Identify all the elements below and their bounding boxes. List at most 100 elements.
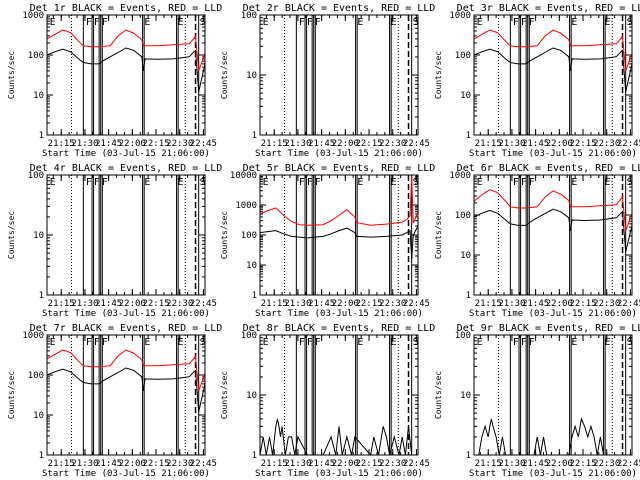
x-tick-label: 22:15 xyxy=(355,299,382,309)
plot-frame xyxy=(46,334,206,456)
x-tick-label: 22:45 xyxy=(617,459,640,469)
marker-label: F xyxy=(315,337,321,348)
y-tick-label: 1 xyxy=(466,291,471,301)
marker-label: E xyxy=(571,177,577,188)
marker-label: E xyxy=(357,17,363,28)
marker-label: E xyxy=(50,337,56,348)
events-series-line xyxy=(259,418,418,457)
x-tick-label: 22:00 xyxy=(119,139,146,149)
marker-label: E xyxy=(50,177,56,188)
events-series-line xyxy=(473,208,633,252)
panel-title: Det 5r BLACK = Events, RED = LLD xyxy=(243,163,436,174)
x-tick-label: 22:15 xyxy=(142,139,169,149)
y-tick-label: 1000 xyxy=(235,201,257,211)
x-tick-label: 22:45 xyxy=(190,139,217,149)
marker-label: E xyxy=(477,337,483,348)
events-series-line xyxy=(46,367,206,412)
x-tick-label: 22:30 xyxy=(379,299,406,309)
panel-title: Det 1r BLACK = Events, RED = LLD xyxy=(30,3,223,14)
x-tick-label: 22:45 xyxy=(403,299,430,309)
lld-series-line xyxy=(46,29,206,72)
x-axis-label: Start Time (03-Jul-15 21:06:00) xyxy=(42,149,210,159)
x-tick-label: 22:15 xyxy=(355,139,382,149)
marker-label: F xyxy=(307,17,313,28)
y-tick-label: 100 xyxy=(241,11,257,21)
marker-label: F xyxy=(94,17,100,28)
y-axis-label: Counts/sec xyxy=(220,211,229,259)
marker-label: S xyxy=(200,17,206,28)
x-tick-label: 21:45 xyxy=(95,139,122,149)
x-tick-label: 21:15 xyxy=(48,459,75,469)
x-tick-label: 22:30 xyxy=(593,459,620,469)
x-tick-label: 22:45 xyxy=(617,139,640,149)
x-tick-label: 22:45 xyxy=(403,139,430,149)
y-axis-label: Counts/sec xyxy=(7,51,16,99)
y-tick-label: 100 xyxy=(241,331,257,341)
lld-series-line xyxy=(473,29,633,72)
marker-label: S xyxy=(200,337,206,348)
x-tick-label: 22:00 xyxy=(546,459,573,469)
events-series-line xyxy=(46,47,206,92)
x-tick-label: 22:30 xyxy=(379,459,406,469)
y-tick-label: 10 xyxy=(33,91,44,101)
y-tick-label: 10 xyxy=(460,251,471,261)
marker-label: F xyxy=(529,337,535,348)
y-tick-label: 100 xyxy=(455,211,471,221)
marker-label: F xyxy=(94,177,100,188)
y-axis-label: Counts/sec xyxy=(7,371,16,419)
x-axis-label: Start Time (03-Jul-15 21:06:00) xyxy=(255,309,423,319)
x-tick-label: 21:30 xyxy=(71,459,98,469)
x-tick-label: 22:30 xyxy=(593,139,620,149)
x-tick-label: 22:15 xyxy=(142,299,169,309)
y-tick-label: 10000 xyxy=(230,171,257,181)
x-tick-label: 21:30 xyxy=(498,459,525,469)
marker-label: F xyxy=(86,177,92,188)
marker-label: E xyxy=(178,337,184,348)
marker-label: E xyxy=(605,177,611,188)
x-axis-label: Start Time (03-Jul-15 21:06:00) xyxy=(255,469,423,479)
x-tick-label: 21:15 xyxy=(48,139,75,149)
marker-label: E xyxy=(605,17,611,28)
events-series-line xyxy=(473,47,633,92)
x-tick-label: 21:30 xyxy=(498,139,525,149)
marker-label: F xyxy=(102,337,108,348)
marker-label: F xyxy=(94,337,100,348)
panel-title: Det 9r BLACK = Events, RED = LLD xyxy=(457,323,640,334)
marker-label: F xyxy=(102,17,108,28)
y-axis-label: Counts/sec xyxy=(434,371,443,419)
plot-frame xyxy=(473,174,633,296)
x-tick-label: 21:15 xyxy=(48,299,75,309)
plot-frame xyxy=(473,334,633,456)
marker-label: F xyxy=(521,177,527,188)
marker-label: S xyxy=(413,177,419,188)
x-tick-label: 21:45 xyxy=(308,299,335,309)
y-tick-label: 1 xyxy=(39,291,44,301)
detector-panel: Det 2r BLACK = Events, RED = LLD Counts/s… xyxy=(220,3,435,159)
marker-label: S xyxy=(627,177,633,188)
panel-title: Det 6r BLACK = Events, RED = LLD xyxy=(457,163,640,174)
x-tick-label: 21:45 xyxy=(308,459,335,469)
marker-label: E xyxy=(391,177,397,188)
y-axis-label: Counts/sec xyxy=(434,211,443,259)
marker-label: S xyxy=(200,177,206,188)
marker-label: E xyxy=(144,17,150,28)
x-tick-label: 22:15 xyxy=(142,459,169,469)
marker-label: F xyxy=(299,17,305,28)
x-tick-label: 21:45 xyxy=(522,299,549,309)
marker-label: E xyxy=(50,17,56,28)
x-tick-label: 22:15 xyxy=(355,459,382,469)
marker-label: F xyxy=(307,337,313,348)
lld-series-line xyxy=(473,189,633,232)
detector-panel: Det 7r BLACK = Events, RED = LLD Counts/s… xyxy=(7,323,222,479)
x-tick-label: 21:30 xyxy=(498,299,525,309)
x-tick-label: 22:15 xyxy=(569,139,596,149)
marker-label: E xyxy=(357,337,363,348)
marker-label: F xyxy=(299,337,305,348)
events-series-line xyxy=(474,417,632,456)
detector-panel: Det 1r BLACK = Events, RED = LLD Counts/s… xyxy=(7,3,222,159)
detector-panel: Det 9r BLACK = Events, RED = LLD Counts/s… xyxy=(434,323,640,479)
x-tick-label: 21:45 xyxy=(95,459,122,469)
x-tick-label: 21:15 xyxy=(261,459,288,469)
plot-frame xyxy=(259,174,419,296)
